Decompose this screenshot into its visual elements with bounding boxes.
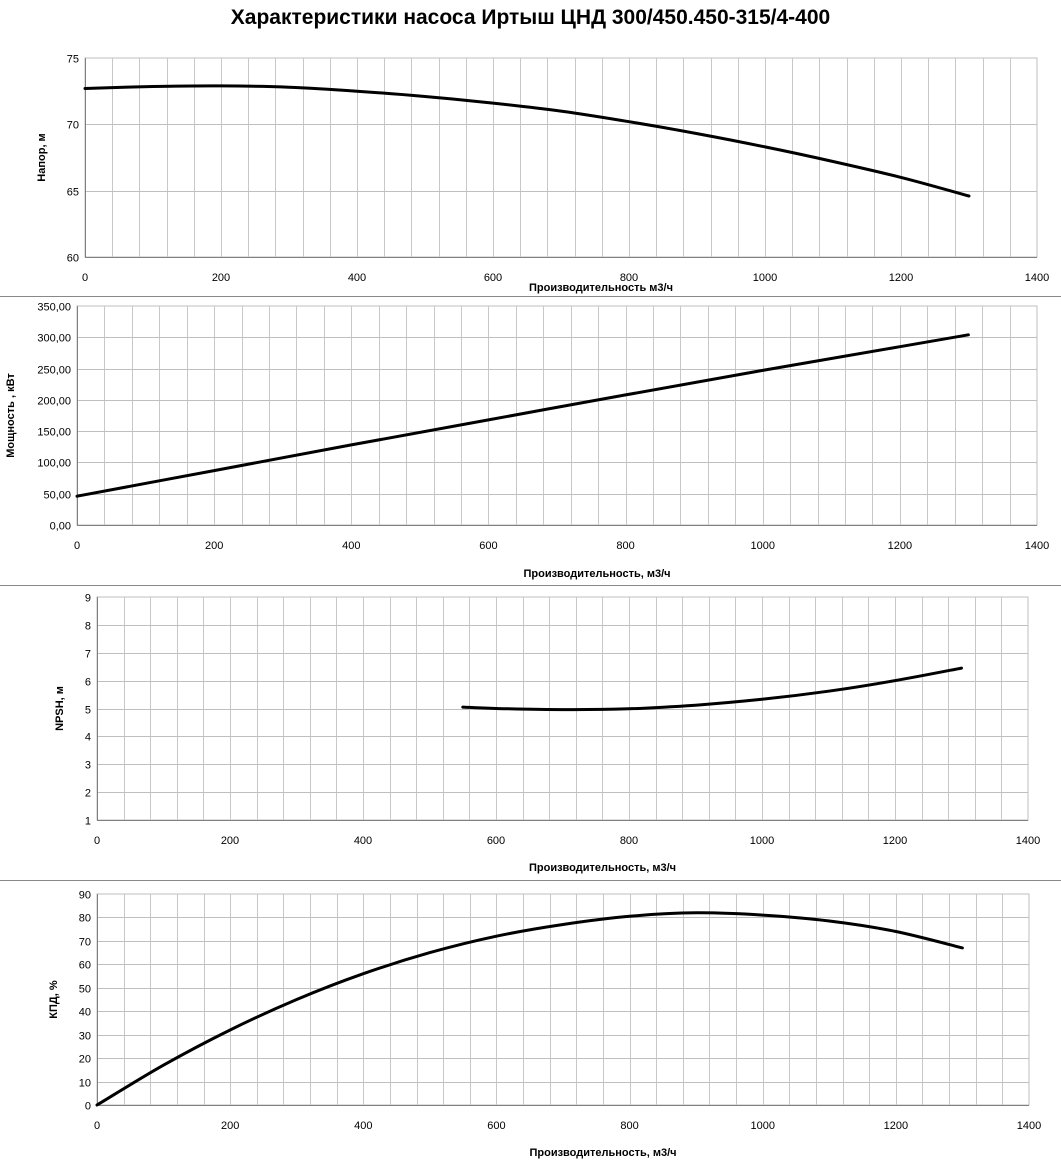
plot-area — [76, 305, 1038, 526]
y-tick-label: 2 — [85, 788, 91, 800]
x-tick-label: 1000 — [750, 835, 774, 847]
x-tick-label: 1400 — [1016, 835, 1040, 847]
y-tick-label: 3 — [85, 760, 91, 772]
y-tick-label: 7 — [85, 649, 91, 661]
y-tick-label: 1 — [85, 816, 91, 828]
x-tick-label: 200 — [221, 835, 239, 847]
x-tick-label: 600 — [487, 1120, 505, 1132]
y-tick-label: 9 — [85, 593, 91, 605]
y-tick-label: 60 — [67, 253, 79, 265]
x-tick-label: 800 — [616, 540, 634, 552]
x-tick-label: 800 — [620, 1120, 638, 1132]
y-tick-label: 40 — [79, 1007, 91, 1019]
x-tick-label: 600 — [479, 540, 497, 552]
page-title: Характеристики насоса Иртыш ЦНД 300/450.… — [230, 6, 831, 29]
y-tick-label: 6 — [85, 677, 91, 689]
x-tick-label: 1000 — [750, 1120, 774, 1132]
x-tick-label: 0 — [74, 540, 80, 552]
chart-3: 1 2 3 4 5 6 7 8 9 0 200 400 600 800 1000 1200 1400 Произв… — [54, 593, 1040, 875]
x-tick-label: 800 — [620, 835, 638, 847]
y-tick-label: 4 — [85, 732, 91, 744]
y-tick-label: 20 — [79, 1054, 91, 1066]
y-tick-label: 300,00 — [37, 333, 71, 345]
y-tick-label: 70 — [67, 120, 79, 132]
x-tick-label: 0 — [82, 272, 88, 284]
x-tick-label: 600 — [487, 835, 505, 847]
x-tick-label: 1200 — [888, 540, 912, 552]
y-axis-label: Напор, м — [36, 133, 48, 181]
y-tick-label: 65 — [67, 187, 79, 199]
y-tick-label: 30 — [79, 1031, 91, 1043]
y-tick-label: 75 — [67, 54, 79, 66]
y-tick-label: 350,00 — [37, 302, 71, 314]
x-tick-label: 0 — [94, 1120, 100, 1132]
chart-1: 60 65 70 75 0 200 400 600 800 1000 1200 1400 Произво… — [36, 54, 1049, 295]
y-tick-label: 50 — [79, 984, 91, 996]
y-tick-label: 80 — [79, 913, 91, 925]
x-tick-label: 400 — [348, 272, 366, 284]
x-tick-label: 1400 — [1017, 1120, 1041, 1132]
y-axis-label: КПД, % — [48, 980, 60, 1019]
y-tick-label: 0 — [85, 1101, 91, 1113]
series-line-1 — [75, 333, 970, 498]
x-tick-label: 800 — [620, 272, 638, 284]
y-tick-label: 5 — [85, 705, 91, 717]
y-tick-label: 200,00 — [37, 396, 71, 408]
y-tick-label: 70 — [79, 937, 91, 949]
y-tick-label: 90 — [79, 890, 91, 902]
chart-4: 0 10 20 30 40 50 60 70 80 90 0 200 400 600 800 1000 1200… — [48, 890, 1041, 1160]
x-tick-label: 400 — [354, 1120, 372, 1132]
x-axis-label: Производительность, м3/ч — [523, 568, 670, 580]
x-tick-label: 400 — [342, 540, 360, 552]
x-tick-label: 600 — [484, 272, 502, 284]
y-tick-label: 250,00 — [37, 365, 71, 377]
y-axis-label: Мощность , кВт — [5, 373, 17, 458]
x-tick-label: 0 — [94, 835, 100, 847]
x-tick-label: 1200 — [883, 835, 907, 847]
y-tick-label: 50,00 — [43, 490, 71, 502]
x-tick-label: 1400 — [1025, 540, 1049, 552]
y-tick-label: 100,00 — [37, 458, 71, 470]
series-line-1 — [461, 666, 963, 712]
x-tick-label: 200 — [221, 1120, 239, 1132]
x-axis-label: Производительность, м3/ч — [529, 1147, 676, 1159]
y-tick-label: 8 — [85, 621, 91, 633]
x-tick-label: 1200 — [889, 272, 913, 284]
chart-2: 0,00 50,00 100,00 150,00 200,00 250,00 300,00 3… — [5, 302, 1049, 581]
y-tick-label: 10 — [79, 1078, 91, 1090]
x-tick-label: 1000 — [750, 540, 774, 552]
x-tick-label: 1000 — [753, 272, 777, 284]
series-line-1 — [83, 84, 971, 198]
y-tick-label: 150,00 — [37, 427, 71, 439]
x-tick-label: 1400 — [1025, 272, 1049, 284]
y-tick-label: 0,00 — [50, 521, 71, 533]
x-tick-label: 400 — [354, 835, 372, 847]
series-line-1 — [95, 911, 964, 1107]
x-tick-label: 1200 — [884, 1120, 908, 1132]
x-axis-label: Производительность м3/ч — [529, 282, 673, 294]
plot-area — [84, 57, 1038, 258]
y-tick-label: 60 — [79, 960, 91, 972]
x-axis-label: Производительность, м3/ч — [529, 862, 676, 874]
y-axis-label: NPSH, м — [54, 686, 66, 731]
x-tick-label: 200 — [212, 272, 230, 284]
x-tick-label: 200 — [205, 540, 223, 552]
